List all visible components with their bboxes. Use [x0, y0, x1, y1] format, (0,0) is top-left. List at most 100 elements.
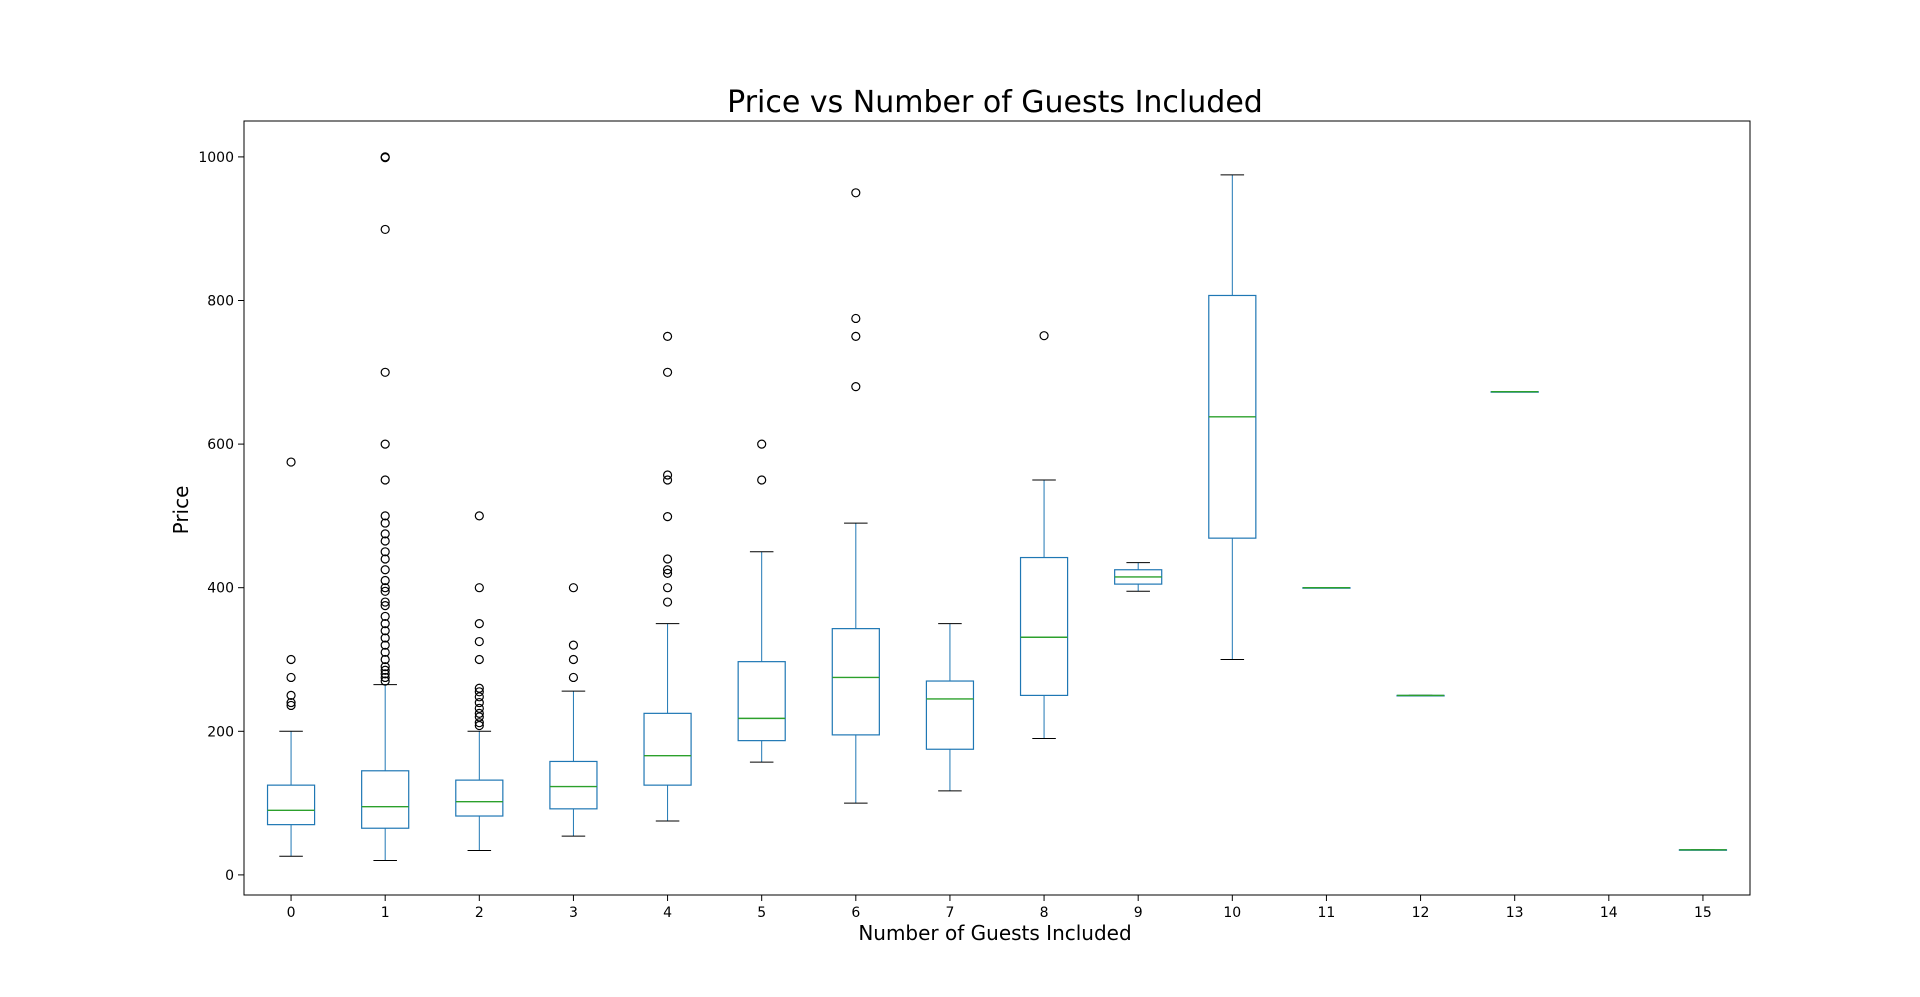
outlier-point — [380, 669, 390, 679]
plot-frame — [243, 120, 1751, 896]
y-tick-label: 800 — [207, 293, 234, 309]
outlier-point — [380, 511, 390, 521]
outlier-point — [662, 367, 673, 377]
outlier-point — [380, 665, 390, 675]
outlier-point — [474, 618, 484, 629]
outlier-point — [474, 720, 484, 731]
outlier-point — [851, 313, 861, 324]
outlier-point — [380, 439, 390, 449]
outlier-point — [474, 703, 484, 713]
outlier-point — [380, 672, 390, 683]
x-tick-label: 3 — [569, 905, 578, 921]
outlier-point — [474, 697, 484, 708]
outlier-point — [662, 512, 673, 522]
outlier-point — [474, 692, 484, 702]
outlier-point — [474, 708, 484, 718]
outlier-point — [380, 654, 390, 665]
outlier-point — [474, 636, 484, 647]
y-tick-label: 600 — [207, 437, 234, 453]
chart-title: Price vs Number of Guests Included — [727, 85, 1263, 120]
x-tick-label: 4 — [663, 905, 672, 921]
outlier-point — [380, 547, 390, 557]
box-iqr — [266, 784, 316, 826]
outlier-point — [380, 367, 390, 377]
x-tick-label: 2 — [475, 905, 484, 921]
outlier-point — [662, 565, 673, 575]
x-tick-label: 0 — [287, 905, 296, 921]
x-tick-label: 5 — [757, 905, 766, 921]
box-iqr — [831, 628, 880, 736]
outlier-point — [380, 597, 390, 607]
outlier-point — [474, 712, 484, 722]
y-tick-label: 200 — [207, 724, 234, 740]
x-tick-label: 6 — [851, 905, 860, 921]
outlier-point — [1039, 331, 1049, 341]
outlier-point — [380, 152, 390, 162]
box-iqr — [361, 770, 410, 829]
x-axis-label: Number of Guests Included — [858, 921, 1131, 945]
outlier-point — [380, 529, 390, 539]
outlier-point — [662, 475, 673, 485]
outlier-point — [662, 331, 673, 341]
outlier-point — [380, 618, 390, 629]
outlier-point — [380, 575, 390, 586]
outlier-point — [286, 697, 296, 708]
outlier-point — [474, 654, 484, 665]
outlier-point — [380, 554, 390, 564]
outlier-point — [662, 470, 673, 480]
outlier-point — [380, 676, 390, 686]
x-tick-label: 12 — [1412, 905, 1430, 921]
outlier-point — [380, 626, 390, 636]
outlier-point — [474, 511, 484, 521]
x-tick-label: 9 — [1134, 905, 1143, 921]
x-tick-label: 8 — [1040, 905, 1049, 921]
y-axis-label: Price — [169, 486, 193, 535]
outlier-point — [568, 654, 579, 665]
x-tick-label: 1 — [381, 905, 390, 921]
outlier-point — [380, 640, 390, 650]
outlier-point — [662, 583, 673, 593]
outlier-point — [851, 188, 861, 198]
outlier-point — [380, 601, 390, 611]
outlier-point — [662, 568, 673, 578]
box-iqr — [737, 661, 786, 742]
outlier-point — [662, 597, 673, 607]
outlier-point — [380, 475, 390, 485]
outlier-point — [474, 583, 484, 593]
y-tick-label: 400 — [207, 581, 234, 597]
box-iqr — [1019, 556, 1069, 696]
y-tick-label: 0 — [225, 868, 234, 884]
outlier-point — [380, 586, 390, 596]
x-tick-label: 15 — [1694, 905, 1712, 921]
outlier-point — [474, 687, 484, 697]
outlier-point — [380, 633, 390, 643]
outlier-point — [286, 690, 296, 700]
outlier-point — [380, 647, 390, 657]
outlier-point — [757, 475, 767, 485]
x-tick-label: 10 — [1223, 905, 1241, 921]
outlier-point — [851, 382, 861, 392]
outlier-point — [286, 457, 296, 467]
y-tick-label: 1000 — [198, 150, 234, 166]
outlier-point — [662, 554, 673, 564]
outlier-point — [380, 662, 390, 672]
outlier-point — [380, 518, 390, 528]
outlier-point — [380, 565, 390, 575]
outlier-point — [286, 672, 296, 683]
box-iqr — [925, 680, 975, 750]
outlier-point — [568, 672, 579, 683]
outlier-point — [380, 224, 390, 235]
outlier-point — [568, 640, 579, 650]
x-tick-label: 13 — [1506, 905, 1524, 921]
outlier-point — [286, 700, 296, 711]
outlier-point — [286, 654, 296, 665]
box-iqr — [643, 712, 692, 786]
outlier-point — [380, 583, 390, 593]
outlier-point — [380, 536, 390, 546]
outlier-point — [380, 611, 390, 622]
outlier-point — [474, 718, 484, 728]
outlier-point — [757, 439, 767, 449]
